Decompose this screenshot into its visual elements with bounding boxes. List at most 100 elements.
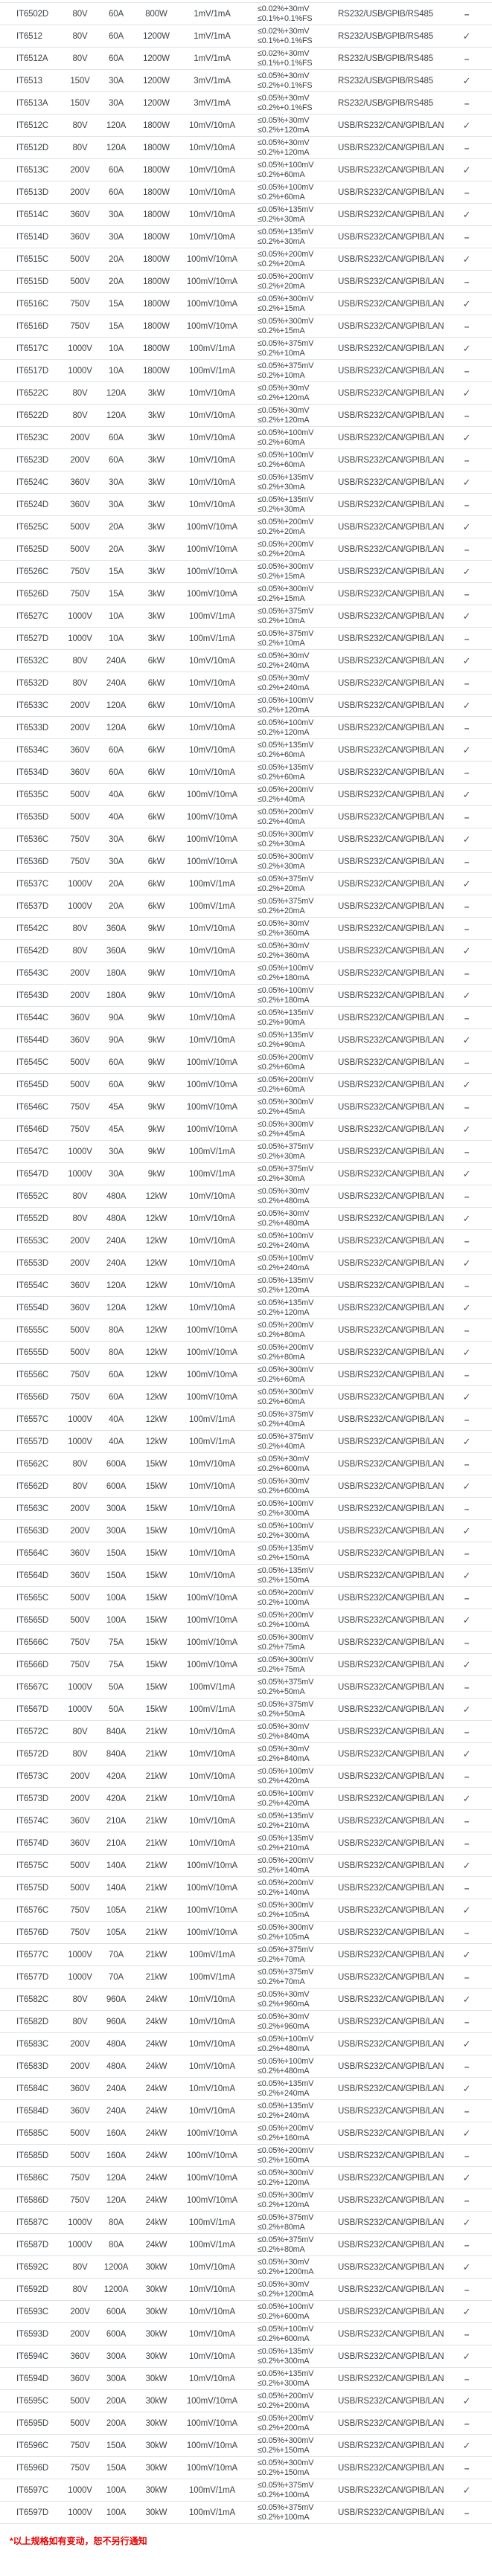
accuracy-cell: ≤0.05%+200mV ≤0.2%+80mA <box>247 1321 329 1340</box>
current-accuracy-line: ≤0.2%+30mA <box>258 1173 305 1183</box>
voltage-cell: 80V <box>72 656 88 666</box>
power-cell: 3kW <box>147 544 165 554</box>
table-row: IT6557D 1000V 40A 12kW 100mV/1mA ≤0.05%+… <box>0 1430 492 1452</box>
current-cell: 960A <box>106 1994 127 2004</box>
voltage-cell: 200V <box>70 187 90 197</box>
current-cell: 20A <box>108 254 124 264</box>
current-accuracy-line: ≤0.2%+10mA <box>258 638 305 648</box>
voltage-accuracy-line: ≤0.05%+375mV <box>258 2212 314 2222</box>
interfaces-cell: USB/RS232/CAN/GPIB/LAN <box>338 2351 444 2361</box>
interfaces-cell: USB/RS232/CAN/GPIB/LAN <box>338 2307 444 2316</box>
interfaces-cell: USB/RS232/CAN/GPIB/LAN <box>338 1883 444 1893</box>
interfaces-cell: USB/RS232/CAN/GPIB/LAN <box>338 2218 444 2227</box>
accuracy-cell: ≤0.05%+375mV ≤0.2%+40mA <box>247 1410 329 1429</box>
accuracy-cell: ≤0.05%+100mV ≤0.2%+180mA <box>247 964 329 983</box>
current-cell: 300A <box>106 2374 127 2383</box>
accuracy-cell: ≤0.05%+30mV ≤0.2%+240mA <box>247 674 329 693</box>
interfaces-cell: USB/RS232/CAN/GPIB/LAN <box>338 812 444 822</box>
voltage-accuracy-line: ≤0.05%+375mV <box>258 1677 314 1687</box>
interfaces-cell: USB/RS232/CAN/GPIB/LAN <box>338 589 444 599</box>
dash-icon: – <box>464 53 470 64</box>
table-row: IT6526D 750V 15A 3kW 100mV/10mA ≤0.05%+3… <box>0 582 492 605</box>
current-cell: 120A <box>106 388 127 398</box>
current-accuracy-line: ≤0.2%+80mA <box>258 1330 305 1339</box>
model-cell: IT6555D <box>16 1347 49 1357</box>
model-cell: IT6527D <box>16 634 49 643</box>
voltage-accuracy-line: ≤0.05%+200mV <box>258 2391 314 2400</box>
model-cell: IT6544C <box>16 1013 49 1023</box>
dash-icon: – <box>464 2239 470 2250</box>
interfaces-cell: USB/RS232/CAN/GPIB/LAN <box>338 2485 444 2495</box>
current-cell: 60A <box>108 1080 124 1089</box>
current-accuracy-line: ≤0.2%+300mA <box>258 2378 310 2388</box>
power-cell: 9kW <box>147 968 165 978</box>
interfaces-cell: USB/RS232/CAN/GPIB/LAN <box>338 1481 444 1491</box>
model-cell: IT6524C <box>16 477 49 487</box>
accuracy-cell: ≤0.05%+30mV ≤0.2%+1200mA <box>247 2258 329 2277</box>
power-cell: 21kW <box>145 1950 167 1960</box>
resolution-cell: 10mV/10mA <box>189 477 235 487</box>
current-accuracy-line: ≤0.2%+240mA <box>258 2088 310 2098</box>
model-cell: IT6583D <box>16 2061 49 2071</box>
power-cell: 1800W <box>143 232 170 242</box>
current-accuracy-line: ≤0.2%+480mA <box>258 2044 310 2053</box>
table-row: IT6576C 750V 105A 21kW 100mV/10mA ≤0.05%… <box>0 1899 492 1921</box>
current-cell: 45A <box>108 1102 124 1112</box>
current-accuracy-line: ≤0.2%+100mA <box>258 2490 310 2499</box>
voltage-accuracy-line: ≤0.02%+30mV <box>258 4 310 13</box>
dash-icon: – <box>464 2105 470 2116</box>
interfaces-cell: USB/RS232/CAN/GPIB/LAN <box>338 1660 444 1669</box>
current-accuracy-line: ≤0.2%+360mA <box>258 950 310 960</box>
voltage-cell: 80V <box>72 1459 88 1469</box>
model-cell: IT6535C <box>16 790 49 799</box>
accuracy-cell: ≤0.05%+300mV ≤0.2%+15mA <box>247 317 329 336</box>
voltage-cell: 750V <box>70 1638 90 1647</box>
resolution-cell: 100mV/1mA <box>189 1972 235 1982</box>
voltage-accuracy-line: ≤0.05%+135mV <box>258 2369 314 2378</box>
voltage-accuracy-line: ≤0.05%+100mV <box>258 2324 314 2334</box>
interfaces-cell: USB/RS232/CAN/GPIB/LAN <box>338 745 444 755</box>
dash-icon: – <box>464 1414 470 1425</box>
power-cell: 15kW <box>145 1548 167 1558</box>
model-cell: IT6542C <box>16 924 49 933</box>
accuracy-cell: ≤0.05%+30mV ≤0.2%+0.1%FS <box>247 71 329 91</box>
model-cell: IT6532C <box>16 656 49 666</box>
resolution-cell: 100mV/1mA <box>189 366 235 376</box>
voltage-accuracy-line: ≤0.05%+135mV <box>258 1275 314 1285</box>
accuracy-cell: ≤0.05%+30mV ≤0.2%+120mA <box>247 406 329 425</box>
current-cell: 120A <box>106 723 127 732</box>
current-accuracy-line: ≤0.2%+60mA <box>258 750 305 759</box>
current-cell: 200A <box>106 2418 127 2428</box>
power-cell: 24kW <box>145 2061 167 2071</box>
current-cell: 15A <box>108 567 124 576</box>
voltage-accuracy-line: ≤0.05%+375mV <box>258 1699 314 1709</box>
check-icon: ✓ <box>462 2484 471 2496</box>
current-cell: 150A <box>106 2463 127 2473</box>
voltage-accuracy-line: ≤0.05%+300mV <box>258 1387 314 1397</box>
current-accuracy-line: ≤0.2%+180mA <box>258 995 310 1005</box>
accuracy-cell: ≤0.05%+375mV ≤0.2%+80mA <box>247 2213 329 2232</box>
table-row: IT6547D 1000V 30A 9kW 100mV/1mA ≤0.05%+3… <box>0 1162 492 1185</box>
voltage-cell: 750V <box>70 1905 90 1915</box>
voltage-cell: 360V <box>70 1013 90 1023</box>
interfaces-cell: USB/RS232/CAN/GPIB/LAN <box>338 1950 444 1960</box>
current-accuracy-line: ≤0.2%+20mA <box>258 883 305 893</box>
accuracy-cell: ≤0.05%+100mV ≤0.2%+300mA <box>247 1522 329 1541</box>
current-accuracy-line: ≤0.2%+60mA <box>258 1397 305 1406</box>
voltage-cell: 360V <box>70 1571 90 1580</box>
power-cell: 24kW <box>145 2039 167 2049</box>
dash-icon: – <box>464 544 470 555</box>
model-cell: IT6533C <box>16 701 49 710</box>
resolution-cell: 100mV/1mA <box>189 634 235 643</box>
accuracy-cell: ≤0.05%+30mV ≤0.2%+120mA <box>247 384 329 403</box>
model-cell: IT6576D <box>16 1928 49 1937</box>
voltage-accuracy-line: ≤0.05%+300mV <box>258 1097 314 1107</box>
power-cell: 30kW <box>145 2396 167 2406</box>
power-cell: 9kW <box>147 1102 165 1112</box>
accuracy-cell: ≤0.05%+30mV ≤0.2%+840mA <box>247 1745 329 1764</box>
voltage-accuracy-line: ≤0.05%+100mV <box>258 718 314 727</box>
voltage-cell: 1000V <box>68 1950 92 1960</box>
power-cell: 24kW <box>145 1994 167 2004</box>
accuracy-cell: ≤0.05%+300mV ≤0.2%+120mA <box>247 2168 329 2188</box>
voltage-accuracy-line: ≤0.05%+135mV <box>258 1543 314 1553</box>
